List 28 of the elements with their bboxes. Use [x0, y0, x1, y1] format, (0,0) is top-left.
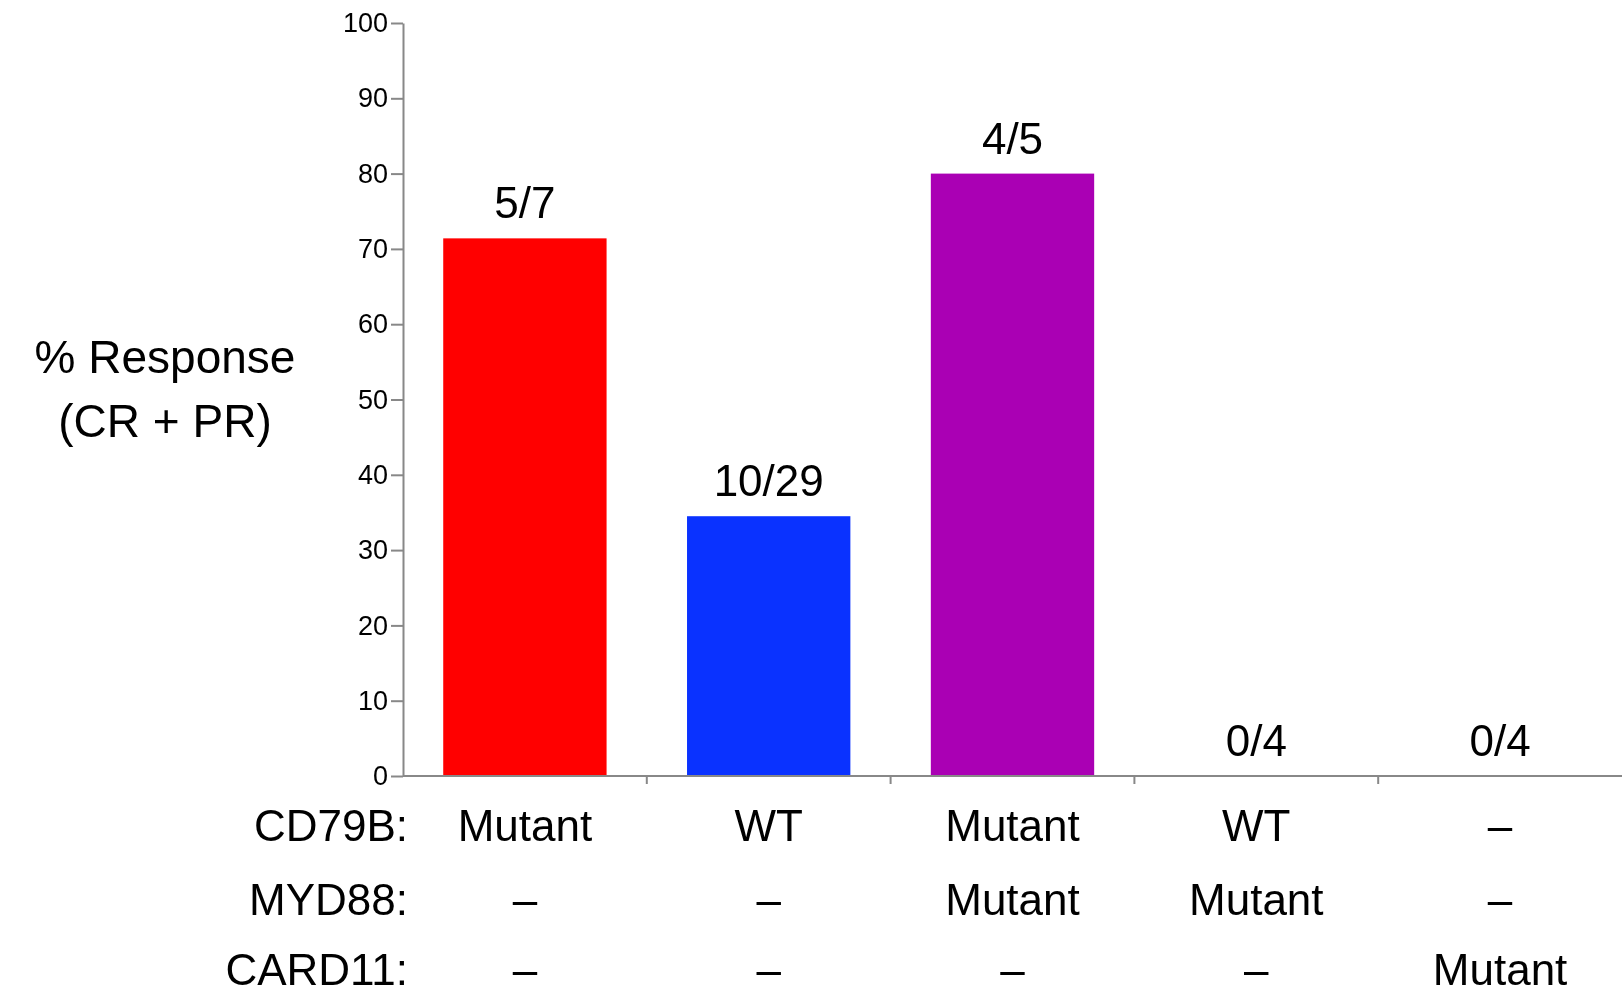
- x-tick-label: WT – –: [734, 801, 803, 994]
- x-tick-label: – – Mutant: [1432, 801, 1568, 994]
- y-axis-title: % Response (CR + PR): [34, 331, 296, 447]
- y-tick-label: 0: [372, 761, 388, 792]
- annotation: 10/29: [713, 456, 824, 506]
- bar: [687, 516, 851, 776]
- text: MYD88:: [249, 875, 408, 924]
- annotation: 0/4: [1225, 716, 1287, 765]
- x-tick-label: Mutant Mutant –: [945, 801, 1080, 994]
- bar: [443, 238, 607, 776]
- annotation: 5/7: [494, 178, 556, 228]
- y-tick-label: 50: [357, 384, 388, 415]
- y-tick-label: 20: [357, 610, 388, 641]
- y-tick-label: 80: [357, 158, 388, 189]
- y-tick-label: 90: [357, 83, 388, 114]
- text: CARD11:: [225, 945, 408, 994]
- x-tick-label: Mutant – –: [457, 801, 593, 994]
- x-tick-label: WT Mutant –: [1189, 801, 1324, 994]
- y-tick-label: 60: [357, 309, 388, 340]
- y-tick-label: 70: [357, 234, 388, 265]
- y-tick-label: 30: [357, 535, 388, 566]
- bar: [930, 173, 1095, 776]
- annotation: 0/4: [1469, 716, 1531, 765]
- y-tick-label: 10: [357, 685, 388, 716]
- y-tick-label: 100: [342, 8, 388, 39]
- annotation: 4/5: [981, 113, 1044, 163]
- y-tick-label: 40: [357, 459, 388, 490]
- text: CD79B:: [253, 801, 408, 850]
